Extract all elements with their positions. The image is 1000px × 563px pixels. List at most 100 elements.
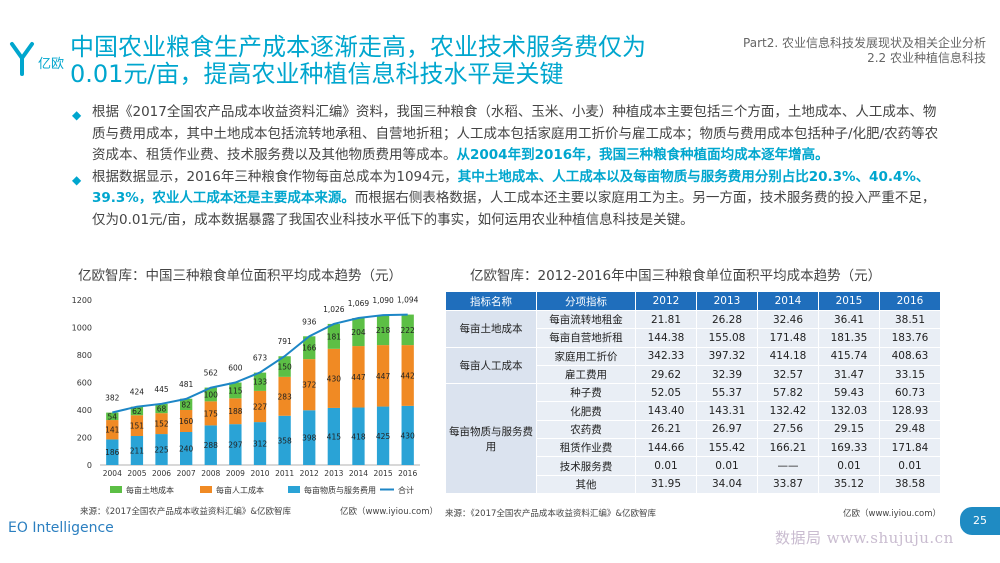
bullet-text: 根据数据显示，2016年三种粮食作物每亩总成本为1094元， [92, 168, 458, 185]
data-label: 150 [277, 363, 292, 372]
bar-segment [376, 315, 390, 346]
value-cell: 57.82 [757, 383, 819, 403]
bar-segment [204, 425, 217, 465]
bar-segment [106, 412, 119, 421]
brand-footer: EO Intelligence [8, 520, 114, 536]
bar-segment [327, 348, 340, 408]
data-label: 418 [351, 432, 366, 441]
item-cell: 种子费 [536, 383, 636, 403]
table-row: 化肥费 143.40 143.31 132.42 132.03 128.93 [446, 401, 941, 421]
value-cell: 0.01 [696, 456, 758, 476]
y-tick-label: 0 [87, 461, 92, 470]
value-cell: 26.28 [696, 309, 758, 330]
value-cell: 169.33 [818, 438, 880, 458]
data-label: 430 [327, 374, 342, 383]
bar-segment [376, 345, 390, 407]
legend-label: 每亩土地成本 [126, 485, 174, 495]
total-label: 481 [179, 380, 194, 389]
value-cell: —— [757, 456, 819, 476]
col-header: 指标名称 [445, 291, 537, 311]
chart-source: 来源：《2017全国农产品成本收益资料汇编》&亿欧智库 [80, 507, 292, 517]
bar-segment [229, 398, 242, 425]
value-cell: 32.39 [696, 364, 758, 385]
data-label: 218 [376, 326, 391, 335]
value-cell: 27.56 [757, 419, 819, 440]
data-label: 358 [277, 436, 292, 445]
chart-title: 亿欧智库：中国三种粮食单位面积平均成本趋势（元） [78, 268, 402, 284]
item-cell: 其他 [536, 474, 636, 494]
data-label: 186 [105, 448, 120, 457]
legend-swatch [200, 486, 212, 493]
data-label: 425 [376, 432, 391, 441]
x-tick-label: 2008 [201, 469, 220, 478]
title-line-1: 中国农业粮食生产成本逐渐走高，农业技术服务费仅为 [70, 33, 646, 61]
bar-segment [253, 390, 267, 423]
table-header-row: 指标名称 分项指标 2012 2013 2014 2015 2016 [445, 291, 941, 311]
value-cell: 26.97 [696, 419, 758, 440]
bar-segment [180, 410, 193, 432]
value-cell: 38.58 [879, 474, 941, 494]
total-label: 562 [204, 369, 219, 378]
logo-text: 亿欧 [38, 57, 64, 72]
x-tick-label: 2005 [127, 469, 146, 478]
bar-segment [303, 410, 316, 465]
table-row: 每亩土地成本 每亩流转地租金 21.81 26.28 32.46 36.41 38.51 [445, 309, 941, 348]
value-cell: 38.51 [879, 309, 941, 330]
item-cell: 雇工费用 [536, 364, 636, 385]
y-tick-label: 800 [77, 351, 92, 360]
data-label: 222 [401, 326, 416, 335]
table-row: 租赁作业费 144.66 155.42 166.21 169.33 171.84 [446, 438, 941, 458]
data-label: 115 [228, 386, 243, 395]
value-cell: 144.66 [635, 438, 697, 458]
data-label: 225 [154, 446, 169, 455]
bullet-item: ◆ 根据数据显示，2016年三种粮食作物每亩总成本为1094元，其中土地成本、人… [70, 167, 948, 232]
part-label: Part2. 农业信息科技发展现状及相关企业分析 [743, 36, 986, 50]
watermark: 数据局 www.shujuju.cn [775, 529, 954, 547]
col-header: 分项指标 [536, 291, 636, 311]
total-label: 382 [105, 393, 120, 402]
bar-segment [180, 432, 193, 465]
data-label: 54 [108, 412, 118, 421]
data-label: 312 [253, 440, 268, 449]
total-label: 1,094 [397, 296, 419, 305]
data-label: 283 [277, 392, 292, 401]
bar-segment [229, 382, 242, 399]
bar-segment [303, 336, 316, 360]
table-row: 每亩人工成本 家庭用工折价 342.33 397.32 414.18 415.74 408.… [445, 346, 941, 385]
bar-segment [130, 415, 144, 436]
item-cell: 每亩流转地租金 [536, 309, 636, 330]
group-cell: 每亩人工成本 [445, 346, 537, 385]
value-cell: 171.84 [879, 438, 941, 458]
value-cell: 0.01 [635, 456, 697, 476]
cost-table: 指标名称 分项指标 2012 2013 2014 2015 2016 每亩土地成… [445, 291, 941, 494]
bar-segment [352, 407, 365, 465]
data-label: 430 [401, 431, 416, 440]
bar-segment [155, 413, 168, 435]
data-label: 227 [253, 402, 268, 411]
data-label: 152 [154, 420, 169, 429]
value-cell: 0.01 [879, 456, 941, 476]
data-label: 181 [327, 332, 342, 341]
total-label: 1,069 [348, 299, 370, 308]
total-label: 936 [302, 317, 317, 326]
data-label: 188 [228, 407, 243, 416]
data-label: 211 [130, 446, 145, 455]
value-cell: 31.95 [635, 474, 697, 494]
value-cell: 36.41 [818, 309, 880, 330]
table-row: 其他 31.95 34.04 33.87 35.12 38.58 [446, 474, 941, 494]
bar-segment [401, 314, 414, 346]
item-cell: 每亩自营地折租 [536, 328, 636, 348]
bullet-text: 根据《2017全国农产品成本收益资料汇编》资料，我国三种粮食（水稻、玉米、小麦）… [92, 104, 939, 164]
legend-swatch [110, 486, 122, 493]
value-cell: 144.38 [635, 328, 697, 348]
value-cell: 0.01 [818, 456, 880, 476]
table-site: 亿欧（www.iyiou.com） [843, 509, 941, 519]
x-tick-label: 2015 [374, 469, 393, 478]
group-cell: 每亩土地成本 [445, 310, 537, 348]
x-tick-label: 2007 [177, 469, 196, 478]
value-cell: 132.42 [757, 401, 819, 421]
data-label: 166 [302, 344, 317, 353]
legend-label: 每亩人工成本 [216, 485, 264, 495]
x-tick-label: 2009 [226, 469, 245, 478]
x-tick-label: 2004 [103, 469, 122, 478]
